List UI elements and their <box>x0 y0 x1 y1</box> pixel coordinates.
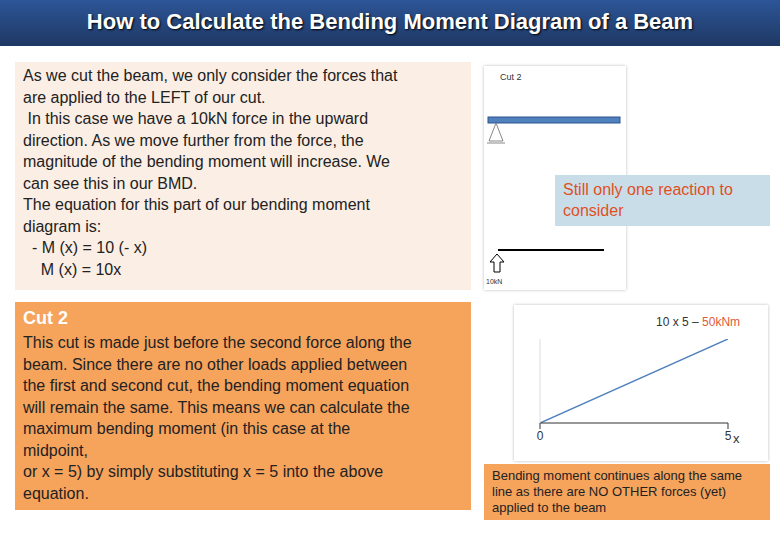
html-text:In this case we have a 10kN fo: In this case we have a 10kN force in the… <box>23 110 369 127</box>
html-text:beam. Since there are no other: beam. Since there are no other loads app… <box>23 355 408 373</box>
html-text:This cut is made just before t: This cut is made just before the second … <box>23 334 412 351</box>
html-text:can see this in our BMD.: can see this in our BMD. <box>23 174 198 192</box>
html-text:the first and second cut, the: the first and second cut, the bending mo… <box>23 377 409 394</box>
html-text:or x = 5) by simply substituti: or x = 5) by simply substituting x = 5 i… <box>23 463 384 480</box>
html-text:magnitude of the bending momen: magnitude of the bending moment will inc… <box>23 153 390 170</box>
html-text:maximum bending moment (in thi: maximum bending moment (in this case at … <box>23 420 351 437</box>
html-text:10 x 5 – 50kNm: 10 x 5 – 50kNm <box>656 315 740 329</box>
html-text:direction. As we move further: direction. As we move further from the f… <box>23 131 364 149</box>
html-text:Cut 2: Cut 2 <box>23 308 68 328</box>
html-text:- M (x) = 10 (- x): - M (x) = 10 (- x) <box>23 239 147 256</box>
html-text:are applied to the LEFT of our: are applied to the LEFT of our cut. <box>23 88 266 106</box>
html-text:will remain the same. This mea: will remain the same. This means we can … <box>23 398 410 416</box>
html-text:diagram is:: diagram is: <box>23 217 102 235</box>
html-text:The equation for this part of: The equation for this part of our bendin… <box>23 196 370 213</box>
html-text:Still only one reaction to con: Still only one reaction to consider <box>563 181 733 219</box>
html-text:equation.: equation. <box>23 484 89 502</box>
html-text:Cut 2: Cut 2 <box>500 72 522 82</box>
svg-text:5: 5 <box>725 429 732 443</box>
html-text:M (x) = 10x: M (x) = 10x <box>23 260 122 278</box>
html-text:midpoint,: midpoint, <box>23 441 88 459</box>
html-text:Bending moment continues along: Bending moment continues along the same … <box>492 468 742 515</box>
html-text:10kN: 10kN <box>486 278 503 285</box>
html-text:As we cut the beam, we only co: As we cut the beam, we only consider the… <box>23 67 398 84</box>
svg-text:0: 0 <box>537 429 544 443</box>
html-text:How to Calculate the Bending M: How to Calculate the Bending Moment Diag… <box>86 9 694 34</box>
svg-text:x: x <box>733 431 740 446</box>
